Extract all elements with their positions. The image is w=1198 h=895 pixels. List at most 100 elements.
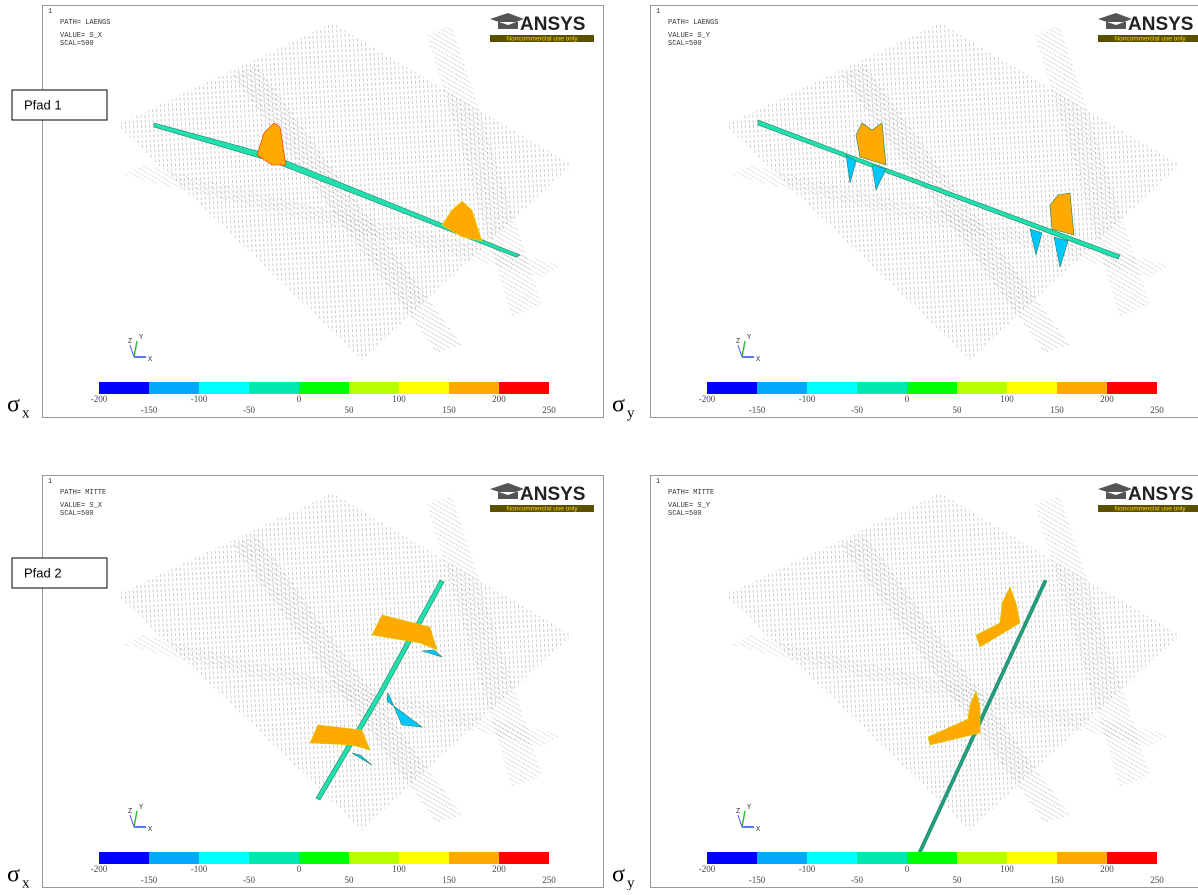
colorbar-segment	[957, 382, 1007, 394]
colorbar-label: -100	[799, 864, 816, 874]
colorbar-label: 150	[1050, 875, 1064, 885]
path-label: PATH= MITTE	[60, 489, 106, 497]
colorbar-label: -50	[851, 875, 863, 885]
colorbar-segment	[1007, 852, 1057, 864]
colorbar-label: 250	[542, 405, 556, 415]
colorbar-label: 50	[953, 875, 963, 885]
colorbar-label: 0	[297, 394, 302, 404]
sigma-subscript: y	[627, 405, 635, 421]
panel-number: 1	[48, 8, 52, 16]
colorbar-label: -150	[749, 875, 766, 885]
colorbar-segment	[757, 382, 807, 394]
colorbar-label: 200	[1100, 394, 1114, 404]
colorbar-segment	[707, 382, 757, 394]
colorbar-label: 200	[492, 394, 506, 404]
colorbar-segment	[449, 852, 499, 864]
colorbar-label: 250	[542, 875, 556, 885]
colorbar-segment	[349, 382, 399, 394]
colorbar-label: -100	[191, 394, 208, 404]
colorbar-segment	[807, 852, 857, 864]
scal-label: SCAL=500	[60, 40, 94, 48]
logo-note: Noncommercial use only	[506, 36, 578, 43]
colorbar-label: -200	[91, 394, 108, 404]
value-label: VALUE= S_X	[60, 32, 103, 40]
colorbar-label: 200	[492, 864, 506, 874]
colorbar-segment	[99, 852, 149, 864]
colorbar-label: 0	[905, 864, 910, 874]
sigma-subscript: x	[22, 875, 30, 890]
pfad-label: Pfad 2	[24, 565, 62, 580]
panel-number: 1	[656, 8, 660, 16]
sigma-symbol: σ	[7, 862, 20, 888]
logo-note: Noncommercial use only	[506, 506, 578, 513]
logo-text: ANSYS	[520, 484, 585, 505]
scal-label: SCAL=500	[668, 510, 702, 518]
colorbar-label: 50	[953, 405, 963, 415]
scal-label: SCAL=500	[60, 510, 94, 518]
panel-number: 1	[656, 478, 660, 486]
path-label: PATH= MITTE	[668, 489, 714, 497]
colorbar-segment	[957, 852, 1007, 864]
colorbar-segment	[907, 852, 957, 864]
colorbar-label: -150	[141, 405, 158, 415]
colorbar-segment	[149, 382, 199, 394]
colorbar-label: 0	[297, 864, 302, 874]
colorbar-label: -50	[243, 405, 255, 415]
colorbar-label: 100	[392, 864, 406, 874]
colorbar-label: 150	[442, 875, 456, 885]
logo-text: ANSYS	[1128, 14, 1193, 35]
sigma-symbol: σ	[612, 392, 625, 418]
sigma-symbol: σ	[612, 862, 625, 888]
colorbar-segment	[499, 852, 549, 864]
colorbar-label: 50	[345, 405, 355, 415]
colorbar-label: 50	[345, 875, 355, 885]
triad-label: Z	[128, 808, 132, 816]
colorbar-segment	[1107, 852, 1157, 864]
colorbar-segment	[1107, 382, 1157, 394]
colorbar-label: -50	[243, 875, 255, 885]
sigma-symbol: σ	[7, 392, 20, 418]
colorbar-segment	[199, 382, 249, 394]
colorbar-segment	[1057, 382, 1107, 394]
colorbar-segment	[399, 382, 449, 394]
colorbar-label: 0	[905, 394, 910, 404]
scal-label: SCAL=500	[668, 40, 702, 48]
triad-label: Z	[736, 338, 740, 346]
value-label: VALUE= S_X	[60, 502, 103, 510]
panel-number: 1	[48, 478, 52, 486]
colorbar-label: -200	[699, 394, 716, 404]
pfad-label: Pfad 1	[24, 97, 62, 112]
colorbar-segment	[857, 852, 907, 864]
sigma-subscript: x	[22, 405, 30, 421]
colorbar-segment	[299, 852, 349, 864]
colorbar-segment	[249, 852, 299, 864]
colorbar-label: -50	[851, 405, 863, 415]
colorbar-segment	[399, 852, 449, 864]
colorbar-label: 150	[442, 405, 456, 415]
colorbar-label: 100	[392, 394, 406, 404]
colorbar-segment	[857, 382, 907, 394]
colorbar-segment	[149, 852, 199, 864]
logo-note: Noncommercial use only	[1114, 506, 1186, 513]
colorbar-label: -100	[191, 864, 208, 874]
colorbar-label: -150	[749, 405, 766, 415]
colorbar-segment	[1007, 382, 1057, 394]
colorbar-segment	[907, 382, 957, 394]
colorbar-segment	[349, 852, 399, 864]
logo-text: ANSYS	[520, 14, 585, 35]
colorbar-segment	[707, 852, 757, 864]
triad-label: Z	[736, 808, 740, 816]
colorbar-segment	[299, 382, 349, 394]
sigma-subscript: y	[627, 875, 635, 890]
colorbar-segment	[1057, 852, 1107, 864]
value-label: VALUE= S_Y	[668, 502, 711, 510]
colorbar-segment	[249, 382, 299, 394]
logo-text: ANSYS	[1128, 484, 1193, 505]
colorbar-label: -200	[91, 864, 108, 874]
colorbar-label: -100	[799, 394, 816, 404]
colorbar-label: 200	[1100, 864, 1114, 874]
